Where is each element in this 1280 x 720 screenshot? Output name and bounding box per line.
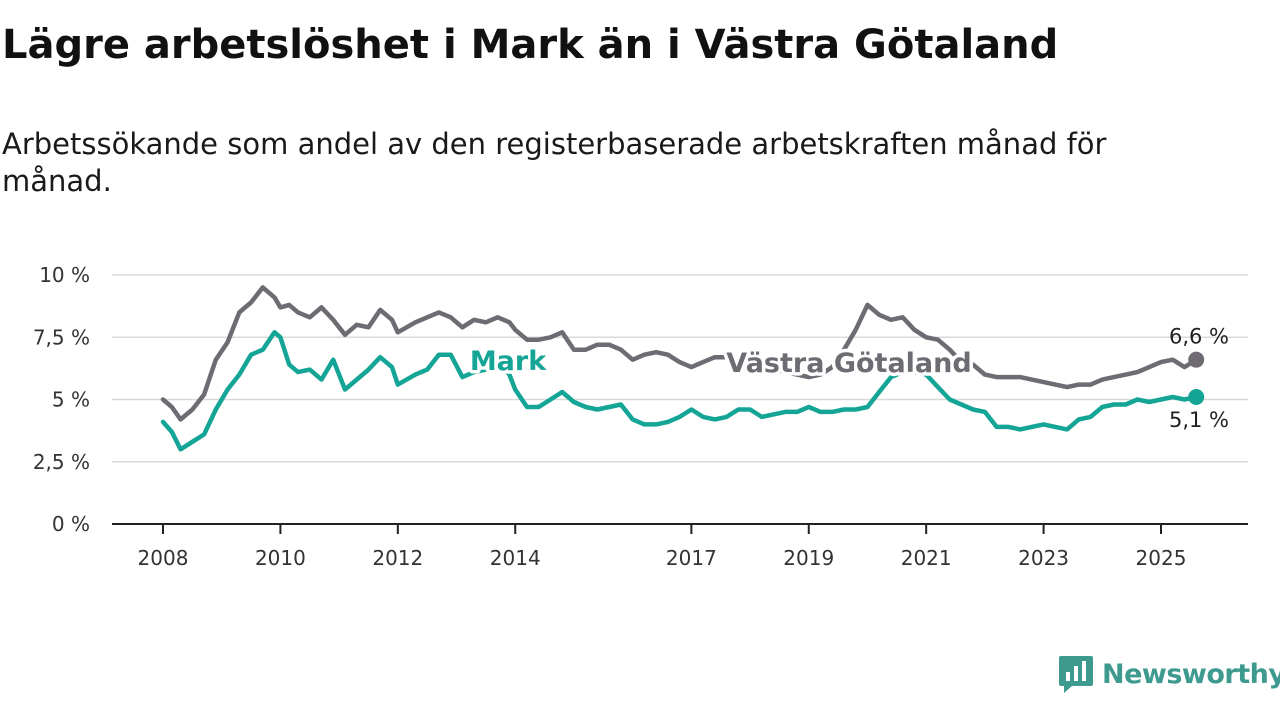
series-line-mark: [160, 330, 1199, 452]
series-end-value: 5,1 %: [1169, 408, 1229, 432]
series-end-point: [1188, 351, 1205, 368]
chart-title: Lägre arbetslöshet i Mark än i Västra Gö…: [2, 22, 1059, 68]
x-tick-label: 2019: [783, 546, 834, 570]
x-tick-label: 2010: [255, 546, 306, 570]
x-tick-label: 2023: [1018, 546, 1069, 570]
y-tick-label: 0 %: [52, 512, 90, 536]
x-tick-label: 2012: [372, 546, 423, 570]
brand-name: Newsworthy: [1102, 658, 1280, 690]
y-tick-label: 7,5 %: [33, 325, 90, 349]
series-label-vastra-gotaland: Västra Götaland: [726, 348, 971, 379]
y-tick-label: 10 %: [39, 263, 90, 287]
series-end-point: [1188, 389, 1205, 406]
series-label-mark: Mark: [470, 346, 547, 377]
x-tick-label: 2014: [490, 546, 541, 570]
x-tick-label: 2008: [138, 546, 189, 570]
y-tick-label: 2,5 %: [33, 450, 90, 474]
series-labels: 6,6 % 5,1 % Västra Götaland Mark: [466, 325, 1229, 432]
grid-lines: [112, 274, 1248, 463]
chart-subtitle: Arbetssökande som andel av den registerb…: [2, 127, 1107, 198]
series-lines: [160, 285, 1205, 452]
x-axis: 2008 2010 2012 2014 2017 2019 2021 2023 2025: [112, 523, 1248, 570]
x-tick-label: 2017: [666, 546, 717, 570]
y-axis-ticks: 0 % 2,5 % 5 % 7,5 % 10 %: [33, 263, 90, 536]
x-tick-label: 2021: [901, 546, 952, 570]
brand: Newsworthy: [1058, 654, 1280, 694]
y-tick-label: 5 %: [52, 388, 90, 412]
series-line-vastra-gotaland: [160, 285, 1199, 422]
series-end-value: 6,6 %: [1169, 325, 1229, 349]
x-tick-label: 2025: [1136, 546, 1187, 570]
newsworthy-logo-icon: [1059, 656, 1093, 693]
